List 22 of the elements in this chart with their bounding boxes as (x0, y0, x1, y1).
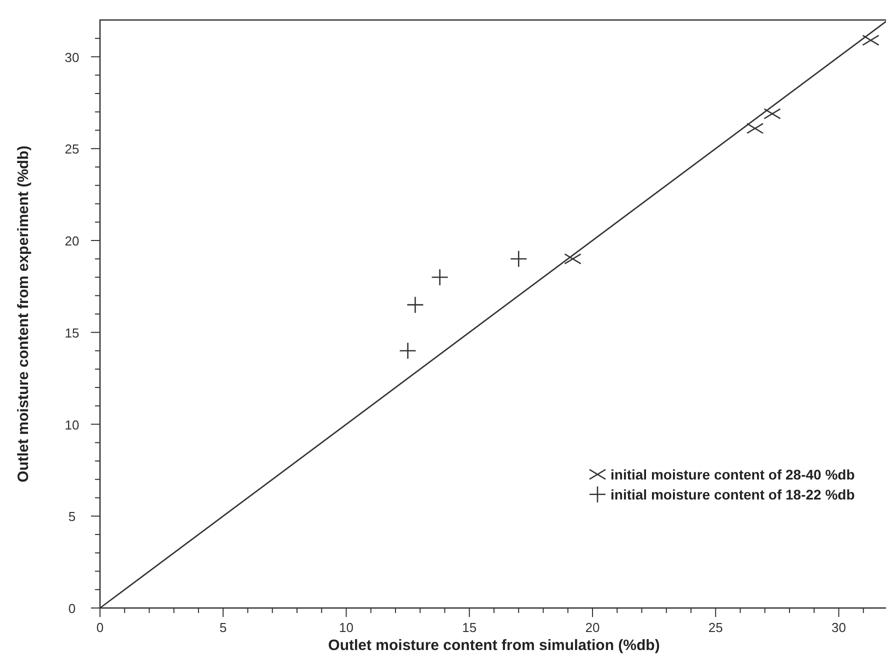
y-tick-label: 5 (68, 509, 76, 524)
x-tick-label: 5 (220, 620, 227, 635)
y-tick-label: 15 (64, 325, 80, 340)
x-tick-label: 15 (462, 620, 477, 635)
point (399, 342, 416, 360)
x-tick-label: 25 (708, 620, 723, 635)
x-tick-label: 0 (96, 620, 104, 635)
legend-label: initial moisture content of 18-22 %db (610, 486, 855, 502)
x-tick-label: 30 (832, 620, 846, 635)
y-axis-title: Outlet moisture content from experiment (%db) (15, 146, 32, 482)
point (406, 296, 424, 314)
x-tick-label: 20 (585, 620, 600, 635)
y-tick-label: 25 (64, 142, 80, 157)
legend-label: initial moisture content of 28-40 %db (610, 466, 855, 482)
y-tick-label: 20 (64, 234, 80, 248)
point (431, 268, 448, 286)
y-tick-label: 10 (64, 417, 80, 432)
y-tick-label: 30 (64, 50, 80, 65)
y-tick-label: 0 (68, 601, 76, 616)
x-axis-title: Outlet moisture content from simulation (%db) (328, 637, 660, 654)
point (510, 250, 528, 268)
x-tick-label: 10 (339, 620, 354, 635)
